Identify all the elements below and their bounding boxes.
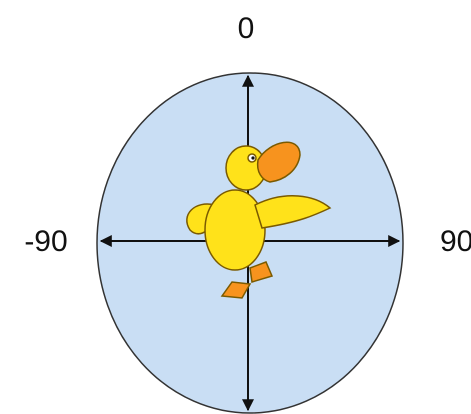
direction-diagram: 0 -90 90 bbox=[0, 0, 471, 414]
label-left: -90 bbox=[24, 225, 67, 258]
page: 0 -90 90 (() => { const data = JSON.pars… bbox=[0, 0, 471, 414]
label-right: 90 bbox=[440, 225, 471, 258]
label-top: 0 bbox=[238, 12, 255, 45]
